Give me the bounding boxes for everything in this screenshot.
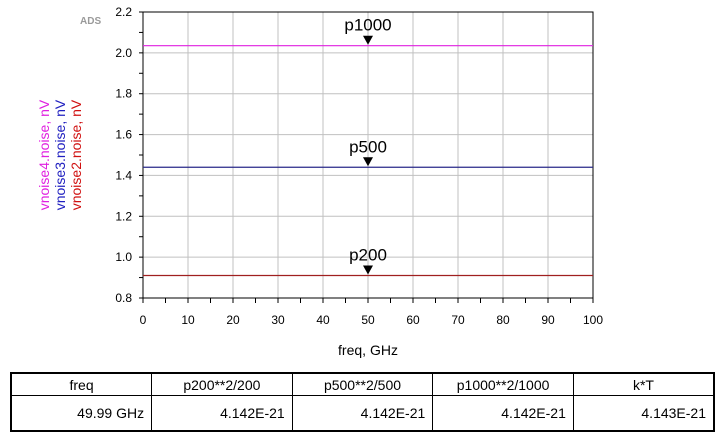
noise-chart: ADS 0 10 20 30 40 50 60 70 80 90 100 0.8 1.0 1.2 1.4 1.… xyxy=(36,5,603,358)
x-tick-label: 30 xyxy=(271,313,285,327)
axes: 0 10 20 30 40 50 60 70 80 90 100 0.8 1.0 1.2 1.4 1.6 1.8… xyxy=(115,5,603,327)
ads-logo: ADS xyxy=(80,16,101,27)
x-tick-label: 40 xyxy=(316,313,330,327)
y-tick-label: 1.2 xyxy=(115,209,132,223)
y-tick-label: 0.8 xyxy=(115,291,132,305)
results-table: freq p200**2/200 p500**2/500 p1000**2/10… xyxy=(10,372,715,432)
cell-p500: 4.142E-21 xyxy=(291,395,434,432)
y-tick-label: 1.8 xyxy=(115,87,132,101)
x-tick-label: 70 xyxy=(451,313,465,327)
y-axis-title: vnoise4.noise, nV vnoise3.noise, nV vnoise… xyxy=(36,99,84,210)
marker-triangle[interactable] xyxy=(363,35,373,45)
header-p1000: p1000**2/1000 xyxy=(432,372,574,396)
table-header-row: freq p200**2/200 p500**2/500 p1000**2/10… xyxy=(10,372,715,396)
x-axis-title: freq, GHz xyxy=(338,342,398,358)
x-tick-label: 50 xyxy=(361,313,375,327)
y-axis-label: vnoise2.noise, nV xyxy=(68,99,84,210)
series-lines xyxy=(143,45,593,277)
cell-kt: 4.143E-21 xyxy=(572,395,715,432)
cell-p1000: 4.142E-21 xyxy=(432,395,574,432)
y-tick-label: 1.6 xyxy=(115,128,132,142)
y-axis-label: vnoise3.noise, nV xyxy=(52,99,68,210)
header-freq: freq xyxy=(10,372,153,396)
marker-label: p1000 xyxy=(344,16,391,35)
x-tick-label: 60 xyxy=(406,313,420,327)
x-tick-label: 0 xyxy=(140,313,147,327)
cell-p200: 4.142E-21 xyxy=(151,395,293,432)
header-p500: p500**2/500 xyxy=(291,372,434,396)
x-tick-label: 90 xyxy=(541,313,555,327)
y-axis-label: vnoise4.noise, nV xyxy=(36,99,52,210)
marker-triangle[interactable] xyxy=(363,265,373,275)
y-tick-label: 2.2 xyxy=(115,5,132,19)
x-tick-label: 80 xyxy=(496,313,510,327)
header-kt: k*T xyxy=(572,372,715,396)
x-tick-label: 10 xyxy=(181,313,195,327)
cell-freq: 49.99 GHz xyxy=(10,395,153,432)
plot-frame xyxy=(142,11,594,299)
y-tick-label: 2.0 xyxy=(115,46,132,60)
marker-triangle[interactable] xyxy=(363,157,373,167)
y-tick-label: 1.0 xyxy=(115,250,132,264)
markers: p1000 p500 p200 xyxy=(344,16,392,275)
table-row: 49.99 GHz 4.142E-21 4.142E-21 4.142E-21 … xyxy=(10,395,715,432)
x-tick-label: 100 xyxy=(583,313,603,327)
marker-label: p500 xyxy=(349,137,387,156)
x-tick-label: 20 xyxy=(226,313,240,327)
y-tick-label: 1.4 xyxy=(115,168,132,182)
marker-label: p200 xyxy=(349,246,387,265)
header-p200: p200**2/200 xyxy=(151,372,293,396)
